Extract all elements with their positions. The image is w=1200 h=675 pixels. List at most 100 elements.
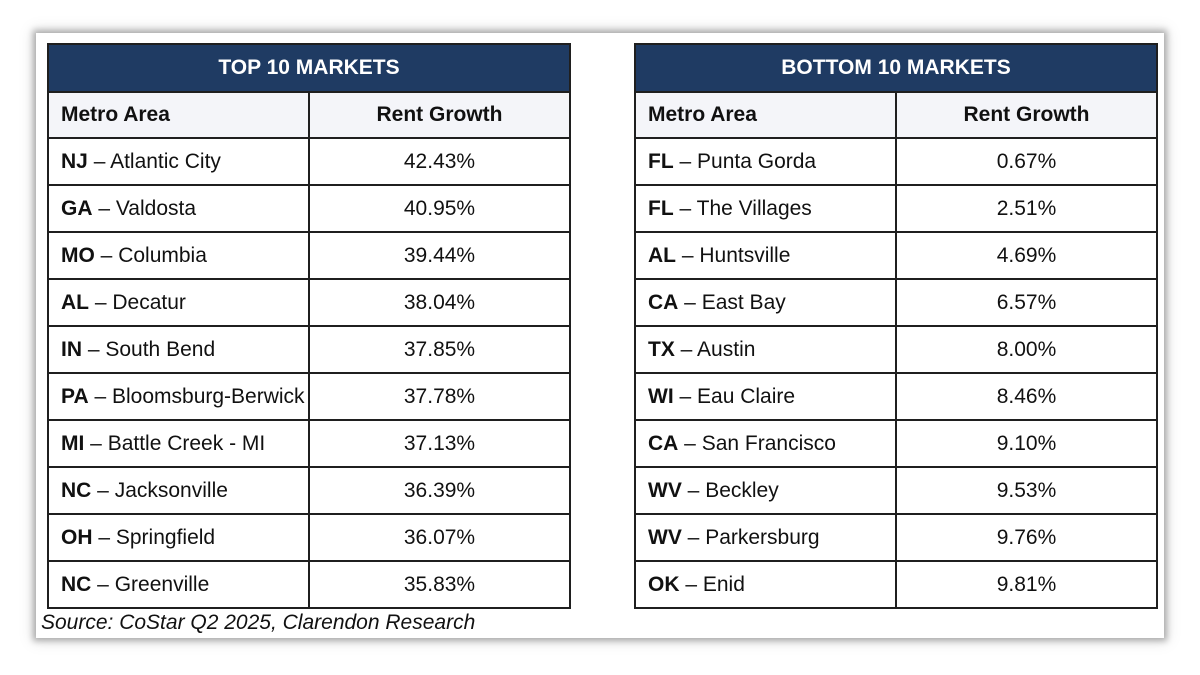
metro-area-cell: FL – The Villages bbox=[634, 184, 897, 233]
rent-growth-cell: 2.51% bbox=[895, 184, 1158, 233]
metro-area-cell: FL – Punta Gorda bbox=[634, 137, 897, 186]
separator: – bbox=[673, 384, 698, 408]
metro-area-header: Metro Area bbox=[47, 91, 310, 139]
table-row: MO – Columbia 39.44% bbox=[47, 231, 571, 280]
table-row: NC – Greenville 35.83% bbox=[47, 560, 571, 609]
city-name: East Bay bbox=[701, 290, 786, 314]
rent-growth-cell: 8.00% bbox=[895, 325, 1158, 374]
separator: – bbox=[92, 196, 116, 220]
city-name: Bloomsburg-Berwick bbox=[111, 384, 305, 408]
separator: – bbox=[91, 572, 115, 596]
rent-growth-header: Rent Growth bbox=[895, 91, 1158, 139]
separator: – bbox=[82, 337, 106, 361]
table-row: NJ – Atlantic City 42.43% bbox=[47, 137, 571, 186]
metro-area-cell: TX – Austin bbox=[634, 325, 897, 374]
rent-growth-cell: 0.67% bbox=[895, 137, 1158, 186]
separator: – bbox=[94, 243, 119, 267]
table-row: NC – Jacksonville 36.39% bbox=[47, 466, 571, 515]
table-row: FL – Punta Gorda 0.67% bbox=[634, 137, 1158, 186]
rent-growth-cell: 9.76% bbox=[895, 513, 1158, 562]
state-code: FL bbox=[648, 196, 674, 220]
state-code: AL bbox=[61, 290, 89, 314]
city-name: Parkersburg bbox=[705, 525, 820, 549]
metro-area-cell: WI – Eau Claire bbox=[634, 372, 897, 421]
city-name: Punta Gorda bbox=[697, 149, 817, 173]
state-code: MO bbox=[61, 243, 95, 267]
state-code: IN bbox=[61, 337, 82, 361]
table-row: OH – Springfield 36.07% bbox=[47, 513, 571, 562]
rent-growth-cell: 9.53% bbox=[895, 466, 1158, 515]
state-code: AL bbox=[648, 243, 676, 267]
rent-growth-cell: 37.13% bbox=[308, 419, 571, 468]
state-code: CA bbox=[648, 290, 679, 314]
separator: – bbox=[681, 525, 706, 549]
rent-growth-cell: 35.83% bbox=[308, 560, 571, 609]
metro-area-cell: NC – Jacksonville bbox=[47, 466, 310, 515]
rent-growth-cell: 37.78% bbox=[308, 372, 571, 421]
metro-area-cell: AL – Huntsville bbox=[634, 231, 897, 280]
state-code: NC bbox=[61, 572, 92, 596]
city-name: Huntsville bbox=[699, 243, 791, 267]
metro-area-cell: WV – Parkersburg bbox=[634, 513, 897, 562]
city-name: Austin bbox=[697, 337, 756, 361]
separator: – bbox=[679, 572, 703, 596]
state-code: TX bbox=[648, 337, 675, 361]
city-name: Atlantic City bbox=[110, 149, 221, 173]
table-row: WV – Parkersburg 9.76% bbox=[634, 513, 1158, 562]
rent-growth-cell: 40.95% bbox=[308, 184, 571, 233]
rent-growth-cell: 4.69% bbox=[895, 231, 1158, 280]
rent-growth-header: Rent Growth bbox=[308, 91, 571, 139]
table-row: TX – Austin 8.00% bbox=[634, 325, 1158, 374]
separator: – bbox=[674, 337, 698, 361]
rent-growth-cell: 6.57% bbox=[895, 278, 1158, 327]
separator: – bbox=[673, 196, 697, 220]
separator: – bbox=[678, 290, 702, 314]
city-name: The Villages bbox=[696, 196, 812, 220]
metro-area-cell: OK – Enid bbox=[634, 560, 897, 609]
table-row: WI – Eau Claire 8.46% bbox=[634, 372, 1158, 421]
table-row: FL – The Villages 2.51% bbox=[634, 184, 1158, 233]
city-name: Greenville bbox=[114, 572, 210, 596]
rent-growth-cell: 36.39% bbox=[308, 466, 571, 515]
city-name: Beckley bbox=[705, 478, 779, 502]
separator: – bbox=[84, 431, 108, 455]
city-name: Enid bbox=[702, 572, 745, 596]
separator: – bbox=[89, 290, 113, 314]
separator: – bbox=[678, 431, 702, 455]
city-name: Decatur bbox=[112, 290, 186, 314]
state-code: WV bbox=[648, 478, 682, 502]
table-row: OK – Enid 9.81% bbox=[634, 560, 1158, 609]
state-code: MI bbox=[61, 431, 85, 455]
rent-growth-cell: 8.46% bbox=[895, 372, 1158, 421]
source-note: Source: CoStar Q2 2025, Clarendon Resear… bbox=[41, 611, 476, 634]
bottom-markets-title: BOTTOM 10 MARKETS bbox=[634, 43, 1158, 93]
metro-area-cell: PA – Bloomsburg-Berwick bbox=[47, 372, 310, 421]
state-code: OH bbox=[61, 525, 93, 549]
state-code: CA bbox=[648, 431, 679, 455]
metro-area-cell: GA – Valdosta bbox=[47, 184, 310, 233]
state-code: NC bbox=[61, 478, 92, 502]
separator: – bbox=[676, 243, 700, 267]
city-name: Columbia bbox=[118, 243, 207, 267]
city-name: Eau Claire bbox=[697, 384, 796, 408]
state-code: GA bbox=[61, 196, 93, 220]
separator: – bbox=[87, 149, 111, 173]
rent-growth-cell: 39.44% bbox=[308, 231, 571, 280]
metro-area-cell: NC – Greenville bbox=[47, 560, 310, 609]
rent-growth-cell: 42.43% bbox=[308, 137, 571, 186]
state-code: WI bbox=[648, 384, 674, 408]
figure-frame: TOP 10 MARKETS Metro Area Rent Growth NJ… bbox=[36, 33, 1164, 638]
top-markets-body: NJ – Atlantic City 42.43% GA – Valdosta 40.… bbox=[47, 137, 571, 609]
metro-area-cell: OH – Springfield bbox=[47, 513, 310, 562]
metro-area-cell: CA – East Bay bbox=[634, 278, 897, 327]
separator: – bbox=[673, 149, 698, 173]
city-name: Valdosta bbox=[115, 196, 197, 220]
metro-area-cell: CA – San Francisco bbox=[634, 419, 897, 468]
separator: – bbox=[681, 478, 706, 502]
city-name: South Bend bbox=[105, 337, 216, 361]
table-row: GA – Valdosta 40.95% bbox=[47, 184, 571, 233]
state-code: WV bbox=[648, 525, 682, 549]
city-name: Jacksonville bbox=[114, 478, 228, 502]
bottom-markets-table: BOTTOM 10 MARKETS Metro Area Rent Growth… bbox=[634, 43, 1158, 609]
top-markets-table: TOP 10 MARKETS Metro Area Rent Growth NJ… bbox=[47, 43, 571, 609]
